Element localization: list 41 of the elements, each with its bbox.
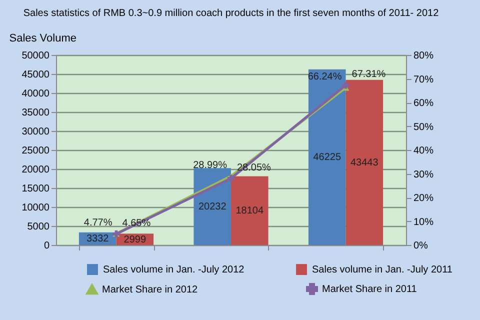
y-tick-label: 0 — [44, 240, 50, 252]
y-tick-label: 30000 — [22, 126, 50, 138]
data-label: 43443 — [350, 157, 379, 168]
y2-tick-label: 70% — [414, 74, 434, 86]
y2-tick-label: 40% — [414, 146, 434, 156]
y2-tick-label: 20% — [414, 193, 434, 204]
point — [227, 174, 235, 182]
data-label: 28.99% — [193, 160, 228, 172]
data-label: 3332 — [86, 234, 110, 245]
legend-label: Sales volume in Jan. -July 2011 — [312, 264, 453, 276]
y-tick-label: 10000 — [22, 202, 50, 214]
data-label: 67.31% — [352, 69, 386, 80]
y2-tick-label: 50% — [414, 122, 434, 133]
y-tick-label: 50000 — [22, 50, 50, 62]
bar — [346, 80, 384, 245]
y2-tick-label: 10% — [414, 216, 434, 228]
data-label: 18104 — [236, 206, 264, 217]
y-axis-title: Sales Volume — [9, 32, 76, 44]
y2-tick-label: 60% — [414, 98, 434, 109]
y-tick-label: 20000 — [22, 164, 50, 176]
chart-title: Sales statistics of RMB 0.3~0.9 million coach products in the first seven months of 2011- 2012 — [23, 8, 440, 19]
y2-tick-label: 0% — [414, 240, 428, 252]
legend-label: Market Share in 2011 — [322, 284, 418, 295]
y-tick-label: 40000 — [22, 88, 50, 100]
data-label: 20232 — [198, 202, 227, 213]
y-tick-label: 5000 — [27, 222, 50, 232]
bar — [231, 176, 268, 245]
data-label: 4.77% — [84, 218, 112, 229]
y-tick-label: 25000 — [22, 146, 50, 156]
point — [342, 82, 350, 89]
y2-tick-label: 30% — [414, 169, 434, 180]
data-label: 2999 — [124, 234, 146, 246]
y2-tick-label: 80% — [414, 50, 434, 62]
y-tick-label: 15000 — [22, 184, 50, 194]
bar — [194, 168, 231, 245]
y-tick-label: 45000 — [22, 70, 50, 80]
bar — [308, 69, 346, 245]
legend-label: Sales volume in Jan. -July 2012 — [103, 264, 245, 276]
data-label: 46225 — [313, 152, 342, 164]
y-tick-label: 35000 — [22, 108, 50, 118]
legend-label: Market Share in 2012 — [102, 284, 198, 296]
